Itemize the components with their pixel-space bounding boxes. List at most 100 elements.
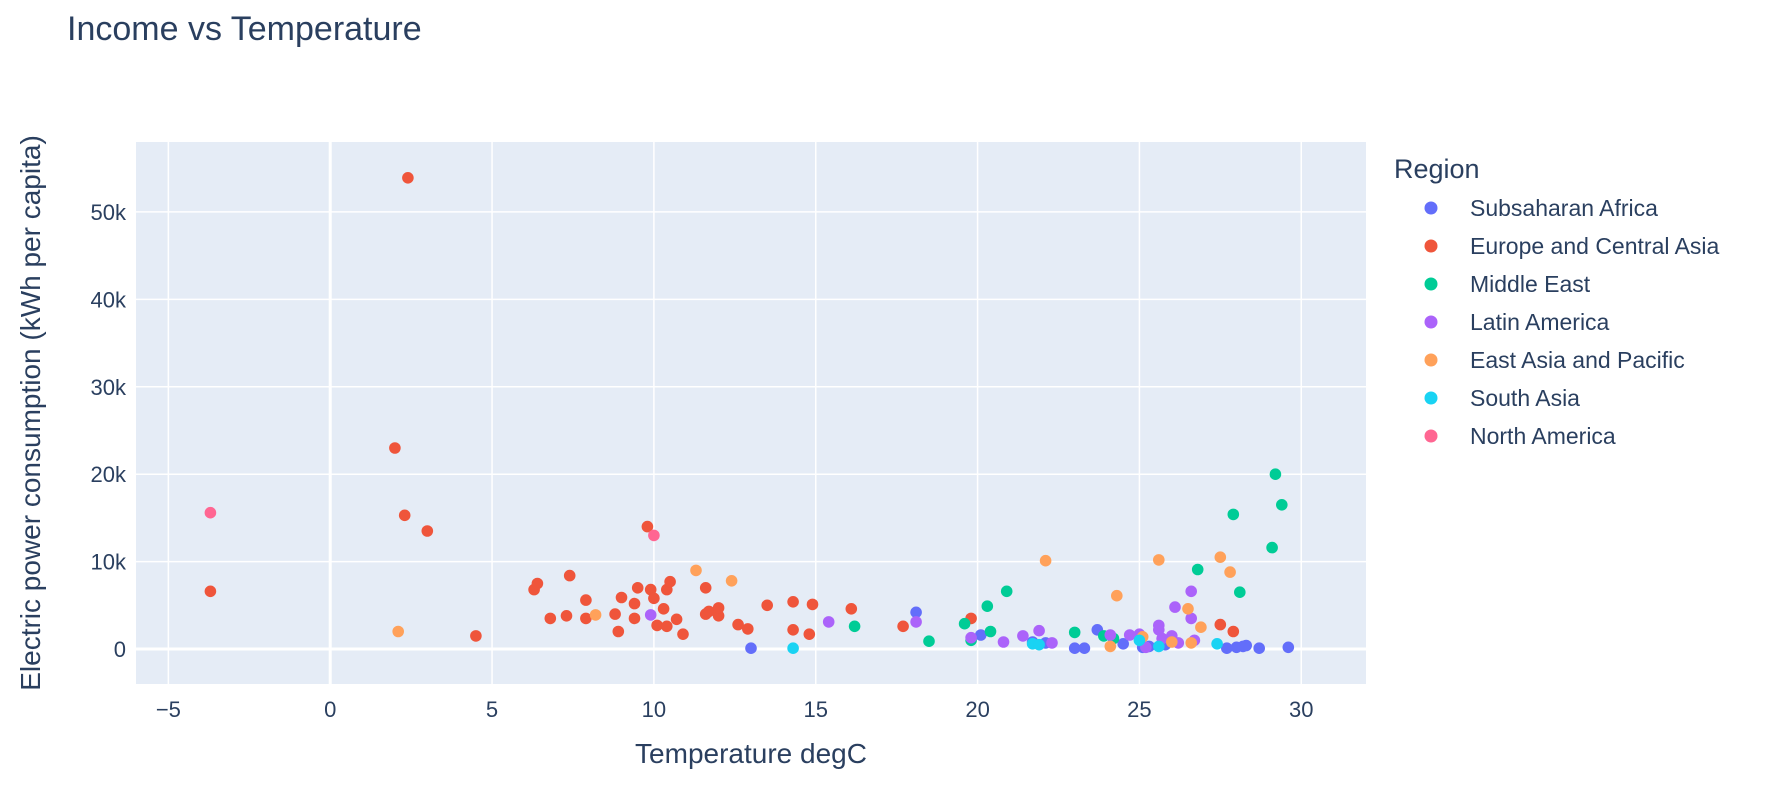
data-point[interactable] (677, 628, 689, 640)
data-point[interactable] (761, 599, 773, 612)
data-point[interactable] (648, 592, 660, 605)
data-point[interactable] (1046, 637, 1058, 649)
data-point[interactable] (997, 636, 1010, 648)
data-point[interactable] (1253, 642, 1265, 654)
data-point[interactable] (1166, 636, 1178, 648)
data-point[interactable] (1111, 589, 1123, 602)
data-point[interactable] (703, 605, 715, 618)
data-point[interactable] (1214, 551, 1227, 563)
data-point[interactable] (560, 610, 573, 622)
data-point[interactable] (1221, 642, 1233, 654)
data-point[interactable] (965, 631, 977, 644)
data-point[interactable] (1185, 585, 1197, 598)
data-point[interactable] (910, 606, 922, 619)
data-point[interactable] (1182, 603, 1194, 615)
data-point[interactable] (651, 619, 663, 632)
data-point[interactable] (984, 625, 997, 638)
data-point[interactable] (1104, 640, 1117, 653)
data-point[interactable] (1234, 586, 1246, 598)
data-point[interactable] (641, 520, 654, 533)
legend-item[interactable]: South Asia (1424, 385, 1581, 411)
data-point[interactable] (699, 582, 712, 594)
legend-item[interactable]: North America (1424, 423, 1616, 449)
data-point[interactable] (628, 597, 641, 610)
data-point[interactable] (580, 594, 592, 606)
data-point[interactable] (1195, 621, 1207, 633)
data-point[interactable] (1033, 624, 1045, 637)
data-point[interactable] (845, 603, 858, 615)
data-point[interactable] (1078, 642, 1091, 654)
data-point[interactable] (787, 624, 799, 636)
data-point[interactable] (787, 642, 799, 654)
data-point[interactable] (1017, 630, 1029, 642)
data-point[interactable] (1227, 508, 1240, 521)
data-point[interactable] (1224, 566, 1236, 578)
data-point[interactable] (204, 506, 217, 519)
data-point[interactable] (725, 575, 738, 587)
data-point[interactable] (657, 603, 670, 615)
data-point[interactable] (1000, 585, 1013, 598)
data-point[interactable] (648, 529, 660, 542)
data-point[interactable] (1153, 624, 1165, 636)
data-point[interactable] (822, 616, 835, 628)
data-point[interactable] (1185, 637, 1197, 649)
data-point[interactable] (787, 596, 799, 608)
data-point[interactable] (690, 564, 702, 577)
data-point[interactable] (732, 618, 744, 631)
data-point[interactable] (392, 625, 405, 638)
data-point[interactable] (712, 602, 725, 614)
data-point[interactable] (1033, 638, 1045, 651)
data-point[interactable] (609, 608, 621, 620)
data-point[interactable] (661, 620, 673, 633)
data-point[interactable] (664, 575, 676, 588)
data-point[interactable] (544, 612, 557, 625)
data-point[interactable] (612, 625, 625, 638)
data-point[interactable] (615, 591, 628, 604)
data-point[interactable] (644, 609, 657, 621)
data-point[interactable] (975, 629, 987, 641)
data-point[interactable] (1266, 541, 1278, 554)
legend-item[interactable]: Subsaharan Africa (1424, 195, 1659, 221)
data-point[interactable] (1185, 612, 1197, 625)
data-point[interactable] (1039, 554, 1052, 567)
data-point[interactable] (1068, 642, 1081, 654)
data-point[interactable] (1269, 468, 1282, 481)
data-point[interactable] (1068, 626, 1081, 639)
data-point[interactable] (1123, 629, 1136, 641)
data-point[interactable] (1211, 638, 1223, 650)
data-point[interactable] (981, 600, 994, 612)
data-point[interactable] (923, 635, 935, 647)
data-point[interactable] (1276, 499, 1288, 511)
data-point[interactable] (470, 630, 482, 642)
data-point[interactable] (631, 582, 644, 594)
legend-item[interactable]: Middle East (1424, 271, 1591, 297)
data-point[interactable] (389, 442, 401, 454)
data-point[interactable] (1153, 640, 1165, 653)
data-point[interactable] (1133, 634, 1146, 647)
data-point[interactable] (1227, 625, 1240, 638)
data-point[interactable] (806, 598, 819, 611)
data-point[interactable] (204, 585, 217, 598)
data-point[interactable] (563, 569, 576, 582)
data-point[interactable] (1214, 618, 1227, 631)
legend-item[interactable]: Latin America (1424, 309, 1610, 335)
data-point[interactable] (1240, 639, 1252, 652)
data-point[interactable] (1117, 638, 1129, 650)
data-point[interactable] (958, 617, 971, 630)
data-point[interactable] (398, 509, 411, 522)
data-point[interactable] (1191, 563, 1204, 576)
data-point[interactable] (803, 628, 816, 640)
data-point[interactable] (1169, 601, 1181, 613)
data-point[interactable] (848, 620, 861, 633)
data-point[interactable] (531, 577, 544, 590)
data-point[interactable] (589, 609, 602, 621)
legend-item[interactable]: East Asia and Pacific (1424, 347, 1685, 373)
legend[interactable]: Region Subsaharan Africa Europe and Centr… (1394, 154, 1720, 449)
data-point[interactable] (1153, 554, 1165, 566)
data-point[interactable] (910, 616, 922, 628)
data-point[interactable] (402, 172, 414, 184)
data-point[interactable] (745, 642, 757, 654)
data-point[interactable] (628, 612, 641, 625)
data-point[interactable] (644, 583, 657, 596)
legend-items[interactable]: Subsaharan Africa Europe and Central Asia… (1424, 195, 1720, 449)
